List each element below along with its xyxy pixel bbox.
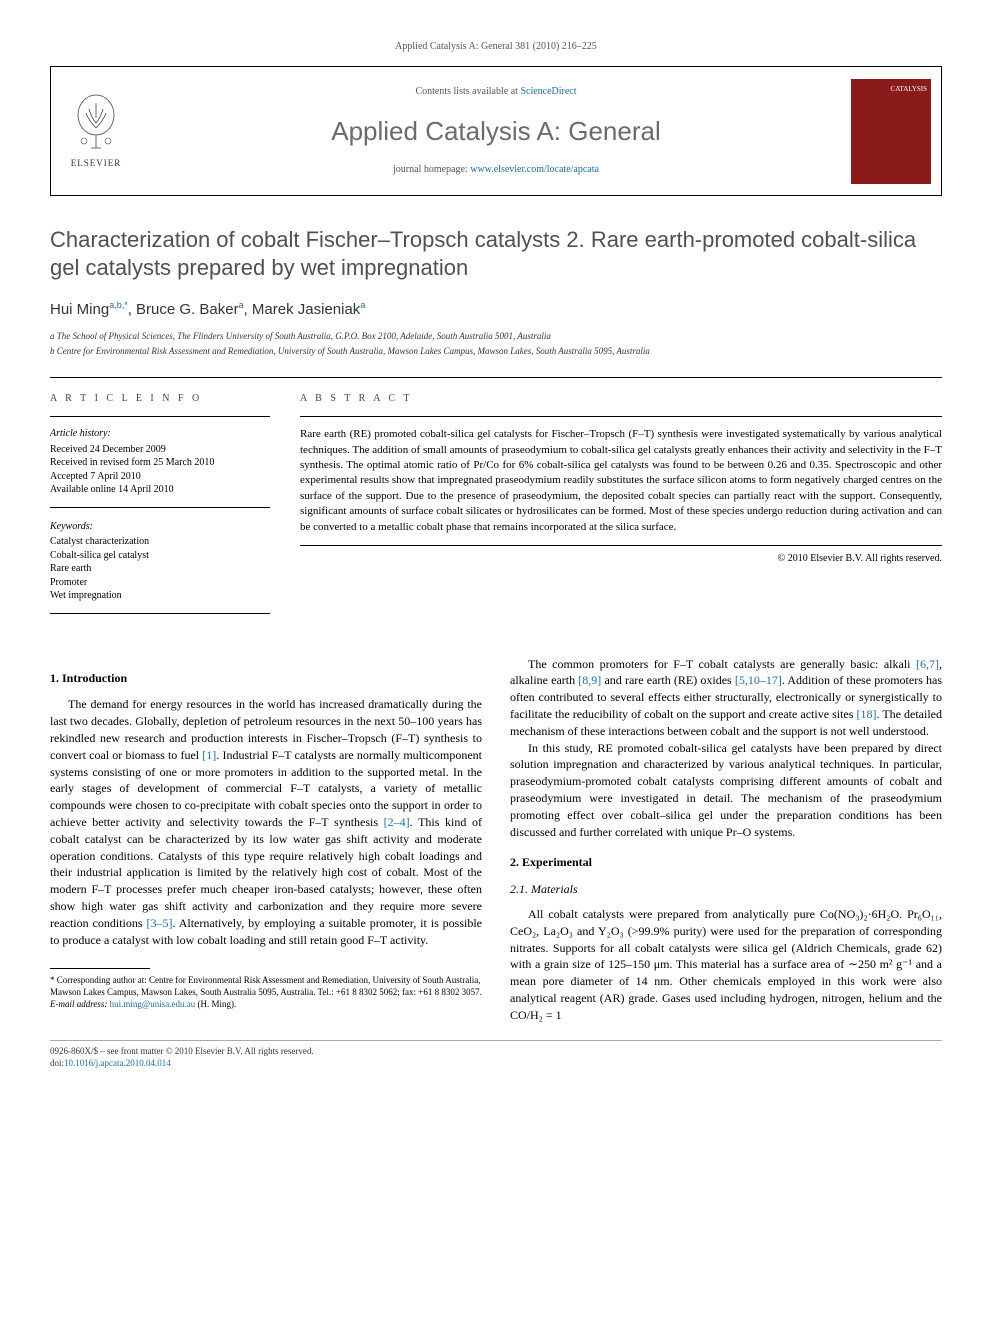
header-center: Contents lists available at ScienceDirec… xyxy=(141,77,851,185)
ref-8-9[interactable]: [8,9] xyxy=(578,673,601,687)
article-title: Characterization of cobalt Fischer–Trops… xyxy=(50,226,942,281)
keywords-block: Keywords: Catalyst characterization Coba… xyxy=(50,520,270,614)
author-email[interactable]: hui.ming@unisa.edu.au xyxy=(110,999,196,1009)
ref-18[interactable]: [18] xyxy=(856,707,876,721)
corresponding-author-footnote: * Corresponding author at: Centre for En… xyxy=(50,975,482,1010)
abstract-text: Rare earth (RE) promoted cobalt-silica g… xyxy=(300,427,942,546)
received-date: Received 24 December 2009 xyxy=(50,443,270,457)
journal-header-box: ELSEVIER Contents lists available at Sci… xyxy=(50,66,942,196)
revised-date: Received in revised form 25 March 2010 xyxy=(50,456,270,470)
author-1: Hui Ming xyxy=(50,301,109,318)
sciencedirect-link[interactable]: ScienceDirect xyxy=(520,86,576,97)
keyword-4: Promoter xyxy=(50,576,270,590)
history-label: Article history: xyxy=(50,427,270,441)
affiliations: a The School of Physical Sciences, The F… xyxy=(50,330,942,357)
article-history-block: Article history: Received 24 December 20… xyxy=(50,427,270,508)
online-date: Available online 14 April 2010 xyxy=(50,483,270,497)
contents-line: Contents lists available at ScienceDirec… xyxy=(149,85,843,99)
affiliation-a: a The School of Physical Sciences, The F… xyxy=(50,330,942,343)
contents-prefix: Contents lists available at xyxy=(415,86,520,97)
front-matter-line: 0926-860X/$ – see front matter © 2010 El… xyxy=(50,1045,942,1058)
author-3-sup: a xyxy=(360,300,365,310)
cover-label: CATALYSIS xyxy=(891,85,927,95)
running-header: Applied Catalysis A: General 381 (2010) … xyxy=(50,40,942,54)
keyword-3: Rare earth xyxy=(50,562,270,576)
ref-3-5[interactable]: [3–5] xyxy=(146,916,172,930)
author-3: , Marek Jasieniak xyxy=(244,301,361,318)
keyword-2: Cobalt-silica gel catalyst xyxy=(50,549,270,563)
intro-para-2: The common promoters for F–T cobalt cata… xyxy=(510,656,942,740)
keywords-label: Keywords: xyxy=(50,520,270,534)
footnote-separator xyxy=(50,968,150,969)
email-suffix: (H. Ming). xyxy=(195,999,236,1009)
abstract-copyright: © 2010 Elsevier B.V. All rights reserved… xyxy=(300,552,942,566)
abstract-heading: A B S T R A C T xyxy=(300,392,942,417)
journal-cover-thumbnail: CATALYSIS xyxy=(851,79,931,184)
keyword-5: Wet impregnation xyxy=(50,589,270,603)
affiliation-b: b Centre for Environmental Risk Assessme… xyxy=(50,345,942,358)
elsevier-logo: ELSEVIER xyxy=(51,67,141,195)
article-info-column: A R T I C L E I N F O Article history: R… xyxy=(50,392,270,626)
homepage-prefix: journal homepage: xyxy=(393,164,470,175)
materials-heading: 2.1. Materials xyxy=(510,881,942,898)
elsevier-tree-icon xyxy=(71,93,121,153)
ref-6-7[interactable]: [6,7] xyxy=(916,657,939,671)
intro-para-1: The demand for energy resources in the w… xyxy=(50,696,482,948)
abstract-column: A B S T R A C T Rare earth (RE) promoted… xyxy=(300,392,942,626)
doi-link[interactable]: 10.1016/j.apcata.2010.04.014 xyxy=(64,1058,171,1068)
authors-line: Hui Minga,b,*, Bruce G. Baker a, Marek Ja… xyxy=(50,299,942,320)
intro-p2a: The common promoters for F–T cobalt cata… xyxy=(528,657,916,671)
journal-name: Applied Catalysis A: General xyxy=(149,113,843,149)
elsevier-text: ELSEVIER xyxy=(71,157,122,170)
experimental-heading: 2. Experimental xyxy=(510,854,942,871)
ref-1[interactable]: [1] xyxy=(202,748,216,762)
body-text: 1. Introduction The demand for energy re… xyxy=(50,656,942,1024)
footnote-corr: * Corresponding author at: Centre for En… xyxy=(50,975,482,998)
keyword-1: Catalyst characterization xyxy=(50,535,270,549)
materials-para-1: All cobalt catalysts were prepared from … xyxy=(510,906,942,1024)
homepage-line: journal homepage: www.elsevier.com/locat… xyxy=(149,163,843,177)
author-2: , Bruce G. Baker xyxy=(128,301,239,318)
intro-p2c: and rare earth (RE) oxides xyxy=(601,673,735,687)
ref-2-4[interactable]: [2–4] xyxy=(384,815,410,829)
intro-heading: 1. Introduction xyxy=(50,670,482,687)
intro-p1c: . This kind of cobalt catalyst can be ch… xyxy=(50,815,482,930)
accepted-date: Accepted 7 April 2010 xyxy=(50,470,270,484)
article-info-heading: A R T I C L E I N F O xyxy=(50,392,270,417)
page-footer: 0926-860X/$ – see front matter © 2010 El… xyxy=(50,1040,942,1070)
email-label: E-mail address: xyxy=(50,999,110,1009)
intro-para-3: In this study, RE promoted cobalt-silica… xyxy=(510,740,942,841)
ref-5-10-17[interactable]: [5,10–17] xyxy=(735,673,782,687)
author-1-sup: a,b,* xyxy=(109,300,128,310)
homepage-link[interactable]: www.elsevier.com/locate/apcata xyxy=(470,164,599,175)
doi-prefix: doi: xyxy=(50,1058,64,1068)
